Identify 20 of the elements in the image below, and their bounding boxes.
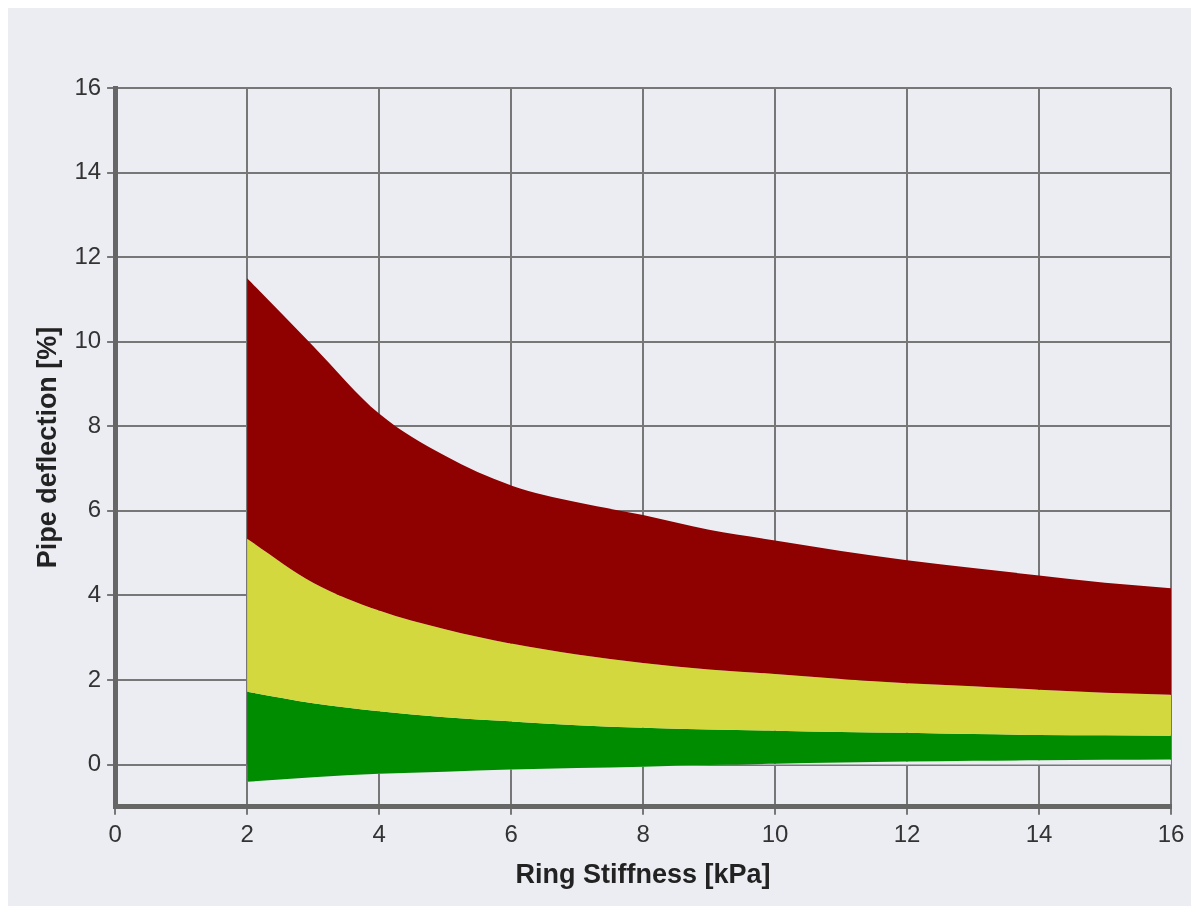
y-tick-label: 0 xyxy=(87,749,102,777)
y-tick-label: 4 xyxy=(87,580,102,608)
x-tick-label: 14 xyxy=(1025,819,1053,847)
x-tick-label: 0 xyxy=(108,819,122,847)
x-axis-title: Ring Stiffness [kPa] xyxy=(515,859,771,890)
y-tick-label: 12 xyxy=(74,241,102,269)
x-tick-label: 2 xyxy=(240,819,254,847)
x-tick-label: 6 xyxy=(504,819,518,847)
y-tick-label: 8 xyxy=(87,410,102,438)
x-tick-label: 10 xyxy=(761,819,789,847)
y-tick-label: 6 xyxy=(87,495,102,523)
x-tick-label: 8 xyxy=(636,819,650,847)
x-tick-label: 16 xyxy=(1157,819,1185,847)
y-tick-label: 14 xyxy=(74,157,102,185)
x-tick-label: 12 xyxy=(893,819,921,847)
y-tick-label: 2 xyxy=(87,664,102,692)
y-tick-label: 10 xyxy=(74,326,102,354)
y-axis-title: Pipe deflection [%] xyxy=(31,326,62,569)
y-tick-label: 16 xyxy=(74,72,102,100)
x-tick-label: 4 xyxy=(372,819,386,847)
